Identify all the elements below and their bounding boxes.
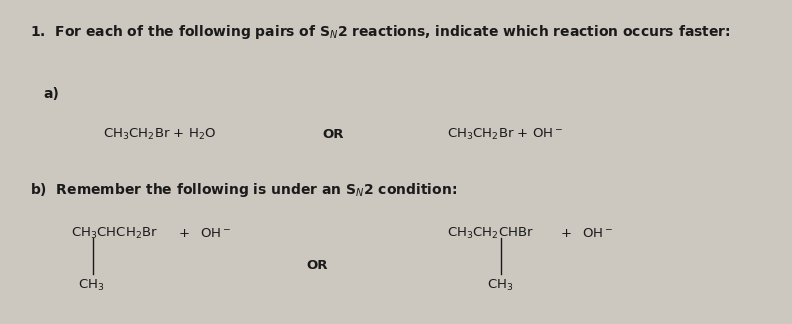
Text: b)  Remember the following is under an S$_N$2 condition:: b) Remember the following is under an S$…: [30, 181, 457, 200]
Text: CH$_3$CH$_2$Br + OH$^-$: CH$_3$CH$_2$Br + OH$^-$: [447, 127, 564, 142]
Text: 1.  For each of the following pairs of S$_N$2 reactions, indicate which reaction: 1. For each of the following pairs of S$…: [30, 23, 731, 41]
Text: OR: OR: [322, 128, 344, 141]
Text: a): a): [44, 87, 59, 101]
Text: +: +: [178, 227, 189, 240]
Text: CH$_3$CH$_2$Br + H$_2$O: CH$_3$CH$_2$Br + H$_2$O: [103, 127, 216, 142]
Text: OH$^-$: OH$^-$: [200, 227, 230, 240]
Text: CH$_3$: CH$_3$: [78, 278, 104, 293]
Text: CH$_3$CHCH$_2$Br: CH$_3$CHCH$_2$Br: [71, 226, 158, 241]
Text: OR: OR: [306, 259, 328, 272]
Text: OH$^-$: OH$^-$: [582, 227, 613, 240]
Text: +: +: [561, 227, 572, 240]
Text: CH$_3$: CH$_3$: [487, 278, 513, 293]
Text: CH$_3$CH$_2$CHBr: CH$_3$CH$_2$CHBr: [447, 226, 535, 241]
